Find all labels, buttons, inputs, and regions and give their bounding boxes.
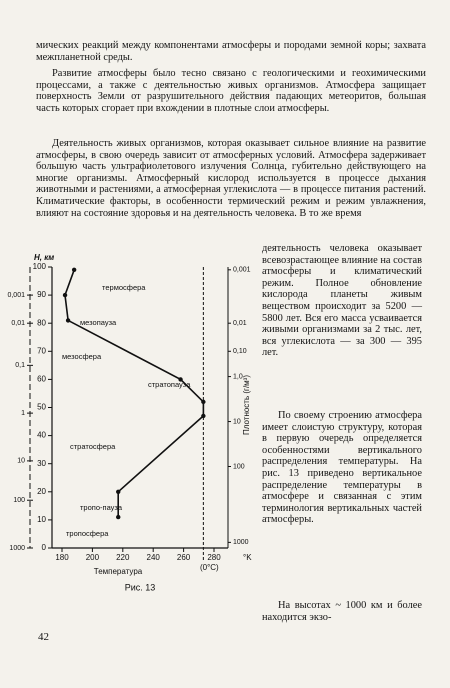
pressure-tick-label: 0,01 [11,320,25,327]
caption: Рис. 13 [125,582,156,592]
pressure-tick-label: 10 [17,458,25,465]
x-tick-label: 180 [55,553,69,562]
layer-label: термосфера [102,283,146,292]
y-tick-label: 20 [37,487,46,496]
density-tick-label: 0,001 [233,267,251,274]
zero-c-label: (0°C) [200,563,219,572]
temperature-curve [64,269,205,518]
text-top: мических реакций между компонентами атмо… [36,40,426,63]
curve-point [116,489,121,494]
curve-point [116,514,121,520]
figure: H, км Температура °K Рис. 13 Плотность (… [7,253,252,592]
curve-point [62,292,68,298]
paragraph: По своему строению атмосфера имеет слоис… [262,410,422,526]
density-tick-label: 0,10 [233,348,247,355]
density-tick-label: 1,0 [233,373,243,380]
density-tick-label: 1000 [233,539,249,546]
density-tick-label: 0,01 [233,320,247,327]
pressure-tick-label: 1 [21,410,25,417]
page-number: 42 [38,631,49,643]
density-tick-label: 100 [233,463,245,470]
x-tick-label: 200 [86,553,100,562]
y-tick-label: 0 [42,543,47,552]
curve-point [201,399,206,405]
pressure-tick-label: 100 [13,497,25,504]
layer-label: стратопауза [148,380,191,389]
curve-point [65,318,71,323]
paragraph: На высотах ~ 1000 км и более находится э… [262,600,422,623]
layer-label: мезопауза [80,318,117,327]
y-tick-label: 10 [37,515,46,524]
density-label: Плотность (г/м³) [242,375,251,435]
layer-label: стратосфера [70,442,116,451]
x-tick-label: 260 [177,553,191,562]
x-axis-label: Температура [94,567,143,576]
y-tick-label: 60 [37,375,46,384]
y-tick-label: 40 [37,431,46,440]
paragraph: Развитие атмосферы было тесно связано с … [36,68,426,114]
pressure-tick-label: 0,1 [15,362,25,369]
pressure-tick-label: 1000 [9,545,25,552]
layer-label: тропо-пауза [80,503,123,512]
x-tick-label: 240 [147,553,161,562]
y-tick-label: 70 [37,346,46,355]
y-tick-label: 30 [37,459,46,468]
y-tick-label: 90 [37,290,46,299]
x-tick-label: 280 [207,553,221,562]
paragraph: деятельность человека оказывает всевозра… [262,243,422,359]
x-unit: °K [243,553,252,562]
y-tick-label: 80 [37,318,46,327]
curve-point [178,377,183,382]
curve-point [201,413,206,419]
density-tick-label: 10 [233,418,241,425]
layer-label: тропосфера [66,529,109,538]
y-tick-label: 50 [37,403,46,412]
y-axis-label: H, км [34,253,54,262]
curve-point [71,267,77,273]
y-tick-label: 100 [33,262,47,271]
pressure-tick-label: 0,001 [7,292,25,299]
layer-label: мезосфера [62,352,102,361]
paragraph: Деятельность живых организмов, которая о… [36,138,426,219]
x-tick-label: 220 [116,553,130,562]
